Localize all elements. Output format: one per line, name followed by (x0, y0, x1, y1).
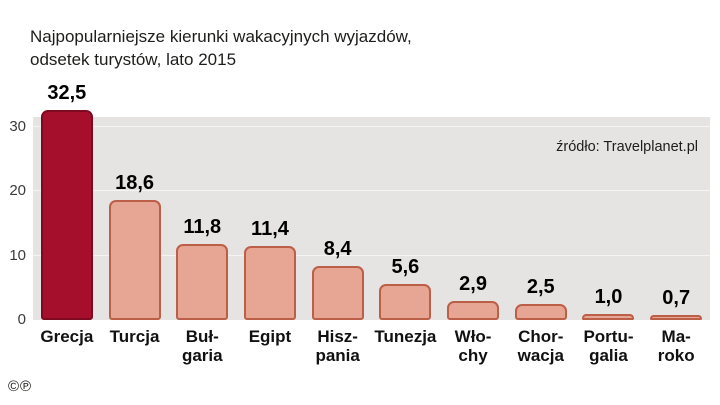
bar (379, 284, 432, 320)
y-tick-label: 10 (9, 246, 26, 264)
source-credit: źródło: Travelplanet.pl (556, 139, 698, 155)
bar-slot: 11,4 Egipt (236, 117, 304, 346)
bar (176, 244, 229, 320)
y-tick-label: 30 (9, 117, 26, 135)
bar-value-label: 2,5 (526, 276, 555, 298)
bars: 32,5 Grecja 18,6 Turcja 11,8 Buł- garia 11,4 Eg… (33, 82, 710, 365)
bar (514, 304, 567, 320)
bar-value-label: 1,0 (594, 286, 623, 308)
category-label: Wło- chy (454, 327, 492, 366)
bar (40, 110, 93, 320)
bar-slot: 5,6 Tunezja (372, 117, 440, 346)
category-label: Ma- roko (657, 327, 695, 366)
chart-title: Najpopularniejsze kierunki wakacyjnych w… (30, 26, 412, 72)
bar-slot: 0,7 Ma- roko (642, 117, 710, 365)
bar-slot: 11,8 Buł- garia (168, 117, 236, 365)
gridline (33, 254, 710, 256)
bar-slot: 8,4 Hisz- pania (304, 117, 372, 365)
bar (582, 314, 635, 320)
bar-value-label: 32,5 (47, 82, 87, 104)
category-label: Chor- wacja (517, 327, 564, 366)
copyright-mark: ©℗ (8, 378, 33, 395)
bar-value-label: 11,4 (251, 218, 289, 240)
category-label: Grecja (40, 327, 94, 346)
bar (311, 266, 364, 320)
bar (447, 301, 500, 320)
chart-title-line1: Najpopularniejsze kierunki wakacyjnych w… (30, 27, 412, 46)
bar-value-label: 8,4 (323, 238, 352, 260)
bar-slot: 18,6 Turcja (101, 117, 169, 346)
bar-slot: 1,0 Portu- galia (575, 117, 643, 365)
category-label: Portu- galia (583, 327, 634, 366)
bar-slot: 2,5 Chor- wacja (507, 117, 575, 365)
y-axis: 0 10 20 30 (0, 0, 26, 405)
bar-value-label: 18,6 (115, 172, 155, 194)
category-label: Turcja (109, 327, 160, 346)
bar-slot: 2,9 Wło- chy (439, 117, 507, 365)
gridlines (33, 117, 710, 320)
bar-value-label: 2,9 (459, 273, 487, 295)
chart-title-line2: odsetek turystów, lato 2015 (30, 49, 237, 69)
bar (108, 200, 161, 320)
y-tick-label: 20 (9, 182, 26, 199)
bar (243, 246, 296, 320)
gridline (33, 125, 710, 127)
category-label: Egipt (248, 327, 292, 346)
bar-slot: 32,5 Grecja (33, 82, 101, 346)
category-label: Hisz- pania (315, 327, 360, 366)
bar (650, 315, 703, 320)
plot-area: źródło: Travelplanet.pl 32,5 Grecja 18,6 Tu… (33, 82, 710, 365)
category-label: Buł- garia (181, 327, 223, 366)
category-label: Tunezja (374, 327, 437, 346)
bar-value-label: 11,8 (183, 216, 222, 238)
gridline (33, 190, 710, 191)
y-tick-label: 0 (17, 311, 26, 328)
bar-value-label: 5,6 (391, 256, 420, 278)
bar-value-label: 0,7 (662, 287, 691, 309)
